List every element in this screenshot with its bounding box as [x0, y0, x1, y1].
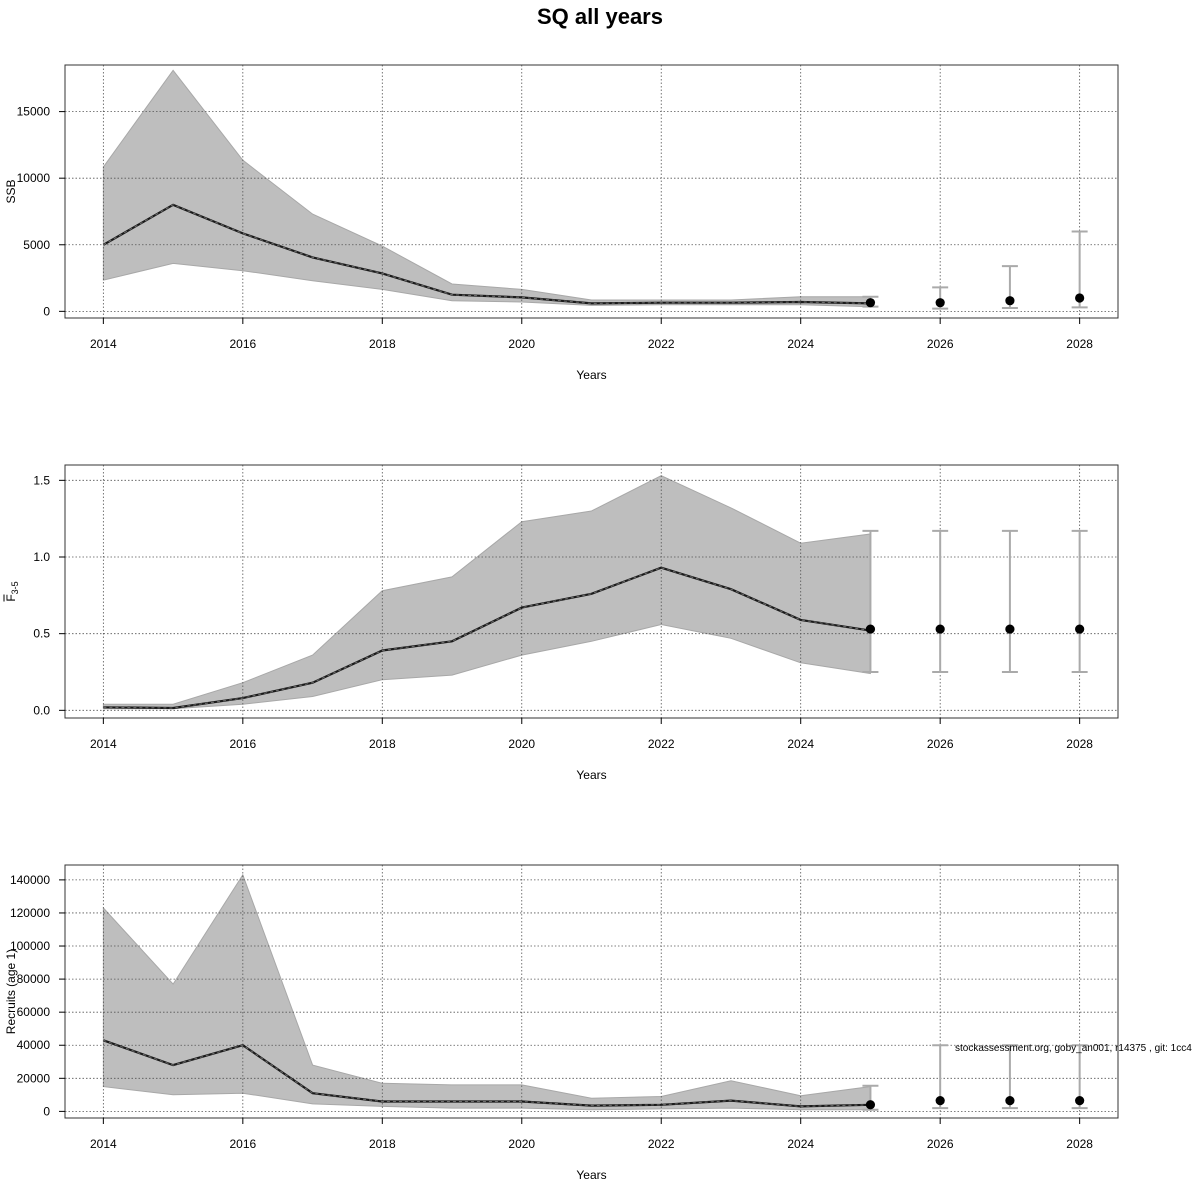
- y-tick-label: 15000: [17, 105, 51, 119]
- forecast-point: [935, 1096, 945, 1106]
- x-tick-label: 2022: [648, 337, 675, 351]
- x-tick-label: 2014: [90, 1137, 117, 1151]
- y-tick-label: 5000: [23, 238, 50, 252]
- y-tick-label: 60000: [17, 1005, 51, 1019]
- y-tick-label: 40000: [17, 1038, 51, 1052]
- y-tick-label: 0.0: [33, 703, 50, 717]
- x-tick-label: 2026: [927, 337, 954, 351]
- x-tick-label: 2018: [369, 337, 396, 351]
- plot-frame: [64, 864, 1119, 1119]
- x-tick-label: 2018: [369, 737, 396, 751]
- forecast-point: [935, 624, 945, 634]
- x-tick-label: 2026: [927, 737, 954, 751]
- y-tick-label: 80000: [17, 972, 51, 986]
- plot-frame: [64, 464, 1119, 719]
- confidence-band: [102, 69, 871, 308]
- x-tick-label: 2020: [508, 337, 535, 351]
- forecast-point: [1075, 293, 1085, 303]
- x-tick-label: 2020: [508, 1137, 535, 1151]
- y-axis-label: F3-5: [4, 581, 20, 601]
- chart-panels: 2014 2016 2018 2020 2022 2024 2026 2028 0 5000 100…: [3, 64, 1119, 1182]
- x-tick-label: 2024: [787, 737, 814, 751]
- y-axis-label: Recruits (age 1): [4, 949, 18, 1034]
- panel-3: 2014 2016 2018 2020 2022 2024 2026 2028 0 20000 40…: [4, 864, 1119, 1182]
- forecast-point: [865, 624, 876, 634]
- forecast-point: [865, 298, 876, 308]
- confidence-band: [102, 873, 871, 1111]
- y-tick-label: 0: [43, 304, 50, 318]
- x-tick-label: 2026: [927, 1137, 954, 1151]
- forecast-point: [1075, 624, 1085, 634]
- panel-2: 2014 2016 2018 2020 2022 2024 2026 2028 0.0 0.5 1.…: [3, 464, 1119, 782]
- x-tick-label: 2022: [648, 737, 675, 751]
- y-tick-label: 140000: [10, 873, 50, 887]
- forecast-point: [1005, 624, 1015, 634]
- y-tick-label: 100000: [10, 939, 50, 953]
- forecast-point: [935, 298, 945, 308]
- y-axis-label-subscript: 3-5: [10, 581, 20, 594]
- y-tick-label: 0.5: [33, 627, 50, 641]
- plot-frame: [64, 64, 1119, 319]
- x-tick-label: 2016: [229, 337, 256, 351]
- forecast-point: [865, 1100, 876, 1110]
- x-tick-label: 2028: [1066, 1137, 1093, 1151]
- x-axis-label: Years: [576, 368, 606, 382]
- x-axis-label: Years: [576, 768, 606, 782]
- y-tick-label: 10000: [17, 171, 51, 185]
- forecast-point: [1005, 1096, 1015, 1106]
- x-tick-label: 2014: [90, 737, 117, 751]
- x-tick-label: 2028: [1066, 337, 1093, 351]
- chart-title: SQ all years: [537, 4, 663, 29]
- y-tick-label: 20000: [17, 1071, 51, 1085]
- x-tick-label: 2018: [369, 1137, 396, 1151]
- x-tick-label: 2016: [229, 737, 256, 751]
- forecast-point: [1005, 296, 1015, 306]
- x-axis-label: Years: [576, 1168, 606, 1182]
- y-tick-label: 0: [43, 1104, 50, 1118]
- y-axis-label: SSB: [4, 179, 18, 203]
- panel-1: 2014 2016 2018 2020 2022 2024 2026 2028 0 5000 100…: [4, 64, 1119, 382]
- y-tick-label: 1.0: [33, 550, 50, 564]
- forecast-point: [1075, 1096, 1085, 1106]
- x-tick-label: 2016: [229, 1137, 256, 1151]
- x-tick-label: 2024: [787, 337, 814, 351]
- y-tick-label: 1.5: [33, 473, 50, 487]
- x-tick-label: 2024: [787, 1137, 814, 1151]
- x-tick-label: 2020: [508, 737, 535, 751]
- x-tick-label: 2028: [1066, 737, 1093, 751]
- x-tick-label: 2014: [90, 337, 117, 351]
- estimate-line-dashes: [103, 567, 871, 709]
- y-tick-label: 120000: [10, 906, 50, 920]
- estimate-line-dashes: [103, 1039, 871, 1107]
- confidence-band: [102, 475, 871, 710]
- x-tick-label: 2022: [648, 1137, 675, 1151]
- estimate-line-dashes: [103, 204, 871, 304]
- footnote-text: stockassessment.org, goby_an001, r14375 …: [955, 1043, 1192, 1054]
